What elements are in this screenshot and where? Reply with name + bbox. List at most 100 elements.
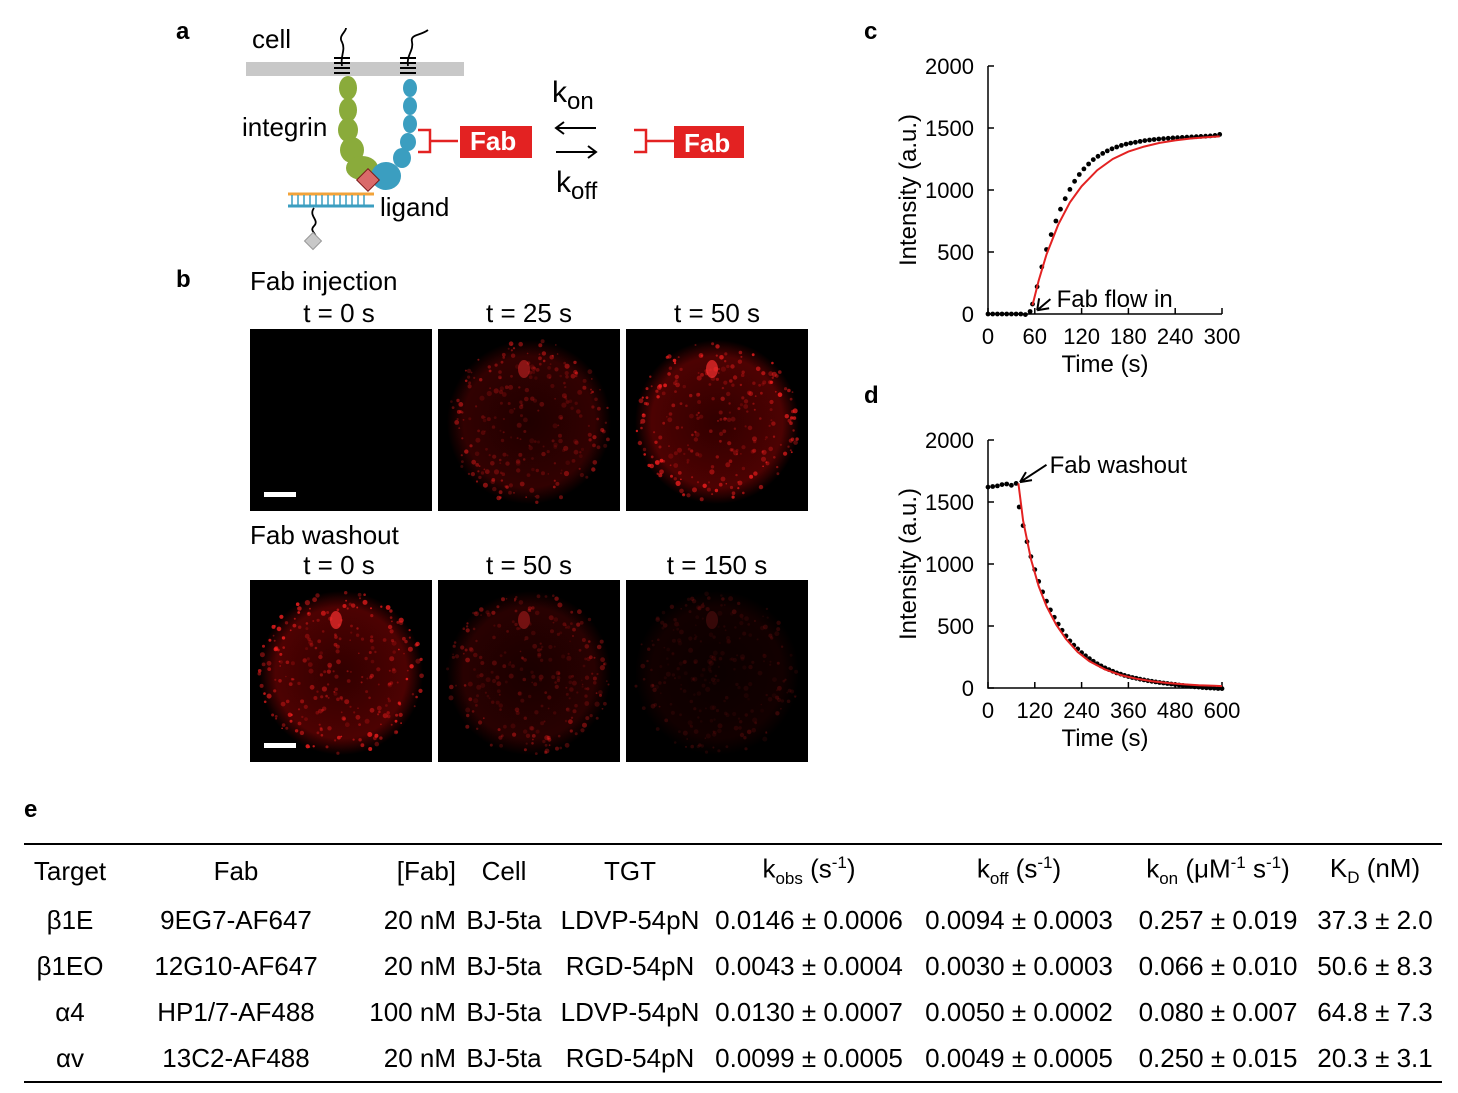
micrograph-washout-0 [250,580,432,762]
panel-label-d: d [864,382,879,409]
data-point [1215,686,1221,691]
data-point [1027,309,1033,314]
data-point [1119,143,1124,148]
scale-bar [264,743,296,748]
y-tick-label: 500 [937,240,974,265]
ligand-label: ligand [380,192,450,222]
data-point [1114,144,1120,150]
data-point [1023,312,1028,317]
cell-fab: 12G10-AF647 [154,950,318,981]
data-point [1207,685,1213,691]
injection-title: Fab injection [250,266,398,296]
cell-conc: 20 nM [383,1042,456,1073]
y-tick-label: 2000 [925,54,974,79]
y-axis-label: Intensity (a.u.) [895,488,922,640]
header-kon: kon (μM-1 s-1) [1146,853,1290,888]
fab-bound-label: Fab [470,126,517,156]
data-point [1165,135,1171,141]
data-point [985,311,991,317]
data-point [1100,151,1106,156]
y-tick-label: 1000 [925,178,974,203]
cell-body [447,591,611,755]
chart-c: 0 500 1000 1500 2000 0 60 120 180 240 300 Time (s) I… [895,54,1241,378]
data-point [1151,137,1157,142]
table-row: β1EO 12G10-AF647 20 nM BJ-5ta RGD-54pN 0… [24,943,1442,989]
cell-koff: 0.0030 ± 0.0003 [925,950,1113,981]
data-point [1081,166,1087,172]
cell-target: αv [55,1042,85,1073]
data-point [1086,161,1091,167]
cell-kon: 0.066 ± 0.010 [1138,950,1298,981]
x-tick-label: 60 [1023,324,1047,349]
data-point [990,311,996,317]
data-point [1123,141,1129,147]
x-tick-label: 480 [1157,698,1194,723]
x-tick-label: 360 [1110,698,1147,723]
x-tick-label: 180 [1110,324,1147,349]
cell-kon: 0.257 ± 0.019 [1138,904,1298,935]
cell-kd: 20.3 ± 3.1 [1317,1042,1433,1073]
cell-kobs: 0.0146 ± 0.0006 [715,904,903,935]
integrin-label: integrin [242,112,328,142]
cell-conc: 20 nM [383,950,456,981]
y-tick-label: 2000 [925,428,974,453]
cell-kon: 0.080 ± 0.007 [1138,996,1298,1027]
x-tick-label: 240 [1063,698,1100,723]
data-point [1128,140,1134,146]
annotation-arrow [1019,463,1048,484]
cell-koff: 0.0050 ± 0.0002 [925,996,1113,1027]
panel-label-a: a [176,18,190,45]
washout-time-2: t = 150 s [666,550,768,580]
data-point [1175,135,1180,141]
x-tick-label: 600 [1204,698,1241,723]
fluorescent-puncta [450,339,610,504]
data-point [1109,146,1115,152]
washout-title: Fab washout [250,520,399,550]
data-point [990,484,996,489]
data-point [1058,206,1063,212]
data-point [1104,148,1110,154]
data-point [995,483,1000,489]
data-point [985,484,991,490]
beta-tail [406,29,429,67]
data-point [1133,139,1138,145]
fluorescent-puncta [634,591,799,754]
cell-membrane [246,62,464,76]
data-point [1147,137,1152,143]
y-tick-label: 0 [962,302,974,327]
cell-label: cell [252,24,292,54]
cell-fab: 9EG7-AF647 [160,904,312,935]
koff-label: koff [556,166,598,205]
table-row: α4 HP1/7-AF488 100 nM BJ-5ta LDVP-54pN 0… [24,989,1442,1035]
y-tick-label: 1500 [925,116,974,141]
annotation-text: Fab flow in [1057,286,1173,313]
kon-label: kon [552,76,594,115]
cell-conc: 20 nM [383,904,456,935]
cell-koff: 0.0049 ± 0.0005 [925,1042,1113,1073]
data-point [1090,157,1096,162]
chart-d: 0 500 1000 1500 2000 0 120 240 360 480 600 Time (s)… [895,428,1241,752]
cell-kon: 0.250 ± 0.015 [1138,1042,1298,1073]
data-point [1137,139,1143,144]
panel-label-b: b [176,266,191,293]
micrograph-injection-1 [438,329,620,511]
annotation-arrow [1036,298,1052,312]
micrograph-washout-2 [626,580,808,762]
cell-cell: BJ-5ta [466,904,542,935]
alpha-tail [340,27,347,67]
x-tick-label: 300 [1204,324,1241,349]
cell-koff: 0.0094 ± 0.0003 [925,904,1113,935]
header-koff: koff (s-1) [976,853,1062,888]
x-axis-label: Time (s) [1061,725,1148,752]
x-axis-label: Time (s) [1061,351,1148,378]
fit-curve [1017,483,1223,688]
cell-body [447,340,611,504]
cell-kd: 50.6 ± 8.3 [1317,950,1433,981]
data-point [1161,136,1166,142]
data-point [1142,138,1148,143]
data-point [1076,172,1082,177]
data-point [1072,178,1077,184]
table-header-row: Target Fab [Fab] Cell TGT kobs (s-1) kof… [24,844,1442,897]
x-tick-label: 0 [982,698,994,723]
fit-curve [1031,135,1220,306]
